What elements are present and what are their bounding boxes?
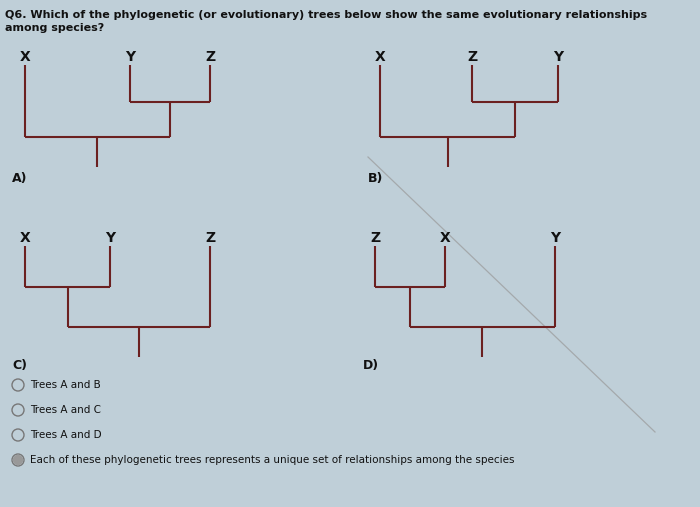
Text: X: X <box>20 50 30 64</box>
Text: among species?: among species? <box>5 23 104 33</box>
Text: Z: Z <box>205 50 215 64</box>
Text: Trees A and B: Trees A and B <box>30 380 101 390</box>
Text: X: X <box>440 231 450 245</box>
Text: Z: Z <box>370 231 380 245</box>
Text: Each of these phylogenetic trees represents a unique set of relationships among : Each of these phylogenetic trees represe… <box>30 455 514 465</box>
Text: Z: Z <box>467 50 477 64</box>
Text: Y: Y <box>105 231 115 245</box>
Text: Trees A and D: Trees A and D <box>30 430 101 440</box>
Text: Trees A and C: Trees A and C <box>30 405 101 415</box>
Text: D): D) <box>363 359 379 372</box>
Text: B): B) <box>368 172 384 185</box>
Text: Q6. Which of the phylogenetic (or evolutionary) trees below show the same evolut: Q6. Which of the phylogenetic (or evolut… <box>5 10 647 20</box>
Text: C): C) <box>12 359 27 372</box>
Text: Y: Y <box>553 50 563 64</box>
Circle shape <box>13 455 22 464</box>
Text: X: X <box>20 231 30 245</box>
Text: Y: Y <box>125 50 135 64</box>
Text: Y: Y <box>550 231 560 245</box>
Text: Z: Z <box>205 231 215 245</box>
Text: X: X <box>374 50 386 64</box>
Text: A): A) <box>12 172 27 185</box>
